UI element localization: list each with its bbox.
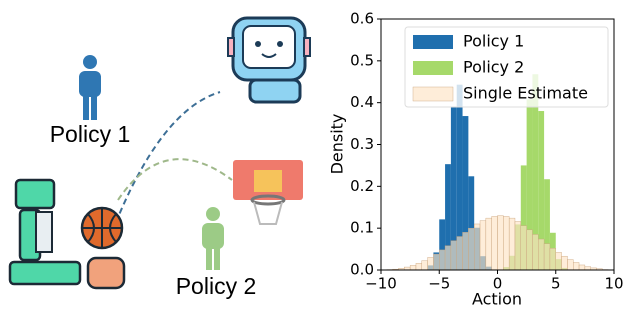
histogram-bar — [544, 244, 550, 270]
histogram-bar — [492, 216, 498, 270]
legend-label: Single Estimate — [463, 84, 588, 103]
histogram-bar — [550, 248, 556, 270]
basketball — [82, 208, 122, 248]
y-tick-label: 0.3 — [350, 135, 374, 153]
legend-swatch — [413, 87, 453, 101]
y-tick-label: 0.2 — [350, 177, 374, 195]
histogram-bar — [532, 234, 538, 270]
legend-swatch — [413, 61, 453, 75]
histogram-bar — [451, 241, 457, 270]
histogram-bar — [498, 216, 504, 270]
histogram-bar — [573, 262, 579, 270]
person-icon-blue — [79, 55, 101, 120]
histogram-bar — [480, 221, 486, 270]
histogram-bar — [527, 230, 533, 270]
dashed-path — [118, 159, 232, 200]
histogram-bar — [422, 261, 428, 270]
x-axis-label: Action — [472, 290, 522, 309]
histogram-bar — [463, 232, 469, 270]
robot-head — [228, 18, 310, 102]
policy-label: Policy 2 — [176, 273, 257, 299]
histogram-bar — [503, 216, 509, 270]
legend: Policy 1 Policy 2 Single Estimate — [405, 27, 608, 107]
histogram-bar — [486, 218, 492, 270]
illustration: Policy 1 Policy 2 — [10, 18, 310, 299]
y-tick-label: 0.4 — [350, 93, 374, 111]
histogram-bar — [457, 237, 463, 270]
histogram-bar — [515, 221, 521, 270]
histogram-bar — [562, 256, 568, 270]
dashed-path — [112, 92, 220, 232]
histogram-bar — [474, 224, 480, 270]
histogram-bar — [509, 218, 515, 270]
histogram-bar — [556, 252, 562, 270]
histogram-bar — [585, 267, 591, 270]
legend-label: Policy 2 — [463, 58, 524, 77]
policy-label: Policy 1 — [50, 121, 131, 147]
y-tick-label: 0.6 — [350, 10, 374, 28]
histogram-bar — [416, 263, 422, 270]
histogram-bar — [445, 246, 451, 270]
histogram-bar — [521, 226, 527, 270]
basketball-hoop — [233, 160, 303, 224]
histogram-bar — [538, 239, 544, 270]
histogram-bar — [433, 254, 439, 270]
x-tick-label: 10 — [604, 275, 623, 293]
x-tick-label: −5 — [428, 275, 450, 293]
histogram-bar — [468, 228, 474, 270]
histogram-bar — [410, 265, 416, 270]
histogram-bar — [567, 260, 573, 270]
histogram-bar — [428, 257, 434, 270]
y-axis-label: Density — [328, 114, 347, 175]
y-tick-label: 0.1 — [350, 219, 374, 237]
histogram-bar — [579, 265, 585, 270]
histogram-bar — [439, 250, 445, 270]
x-tick-label: 5 — [551, 275, 561, 293]
person-icon-green — [202, 207, 224, 270]
y-tick-label: 0.0 — [350, 261, 374, 279]
y-tick-label: 0.5 — [350, 51, 374, 69]
legend-swatch — [413, 35, 453, 49]
figure: Policy 1 Policy 2 −10−505100.00.10.20.30… — [0, 0, 631, 309]
legend-label: Policy 1 — [463, 32, 524, 51]
